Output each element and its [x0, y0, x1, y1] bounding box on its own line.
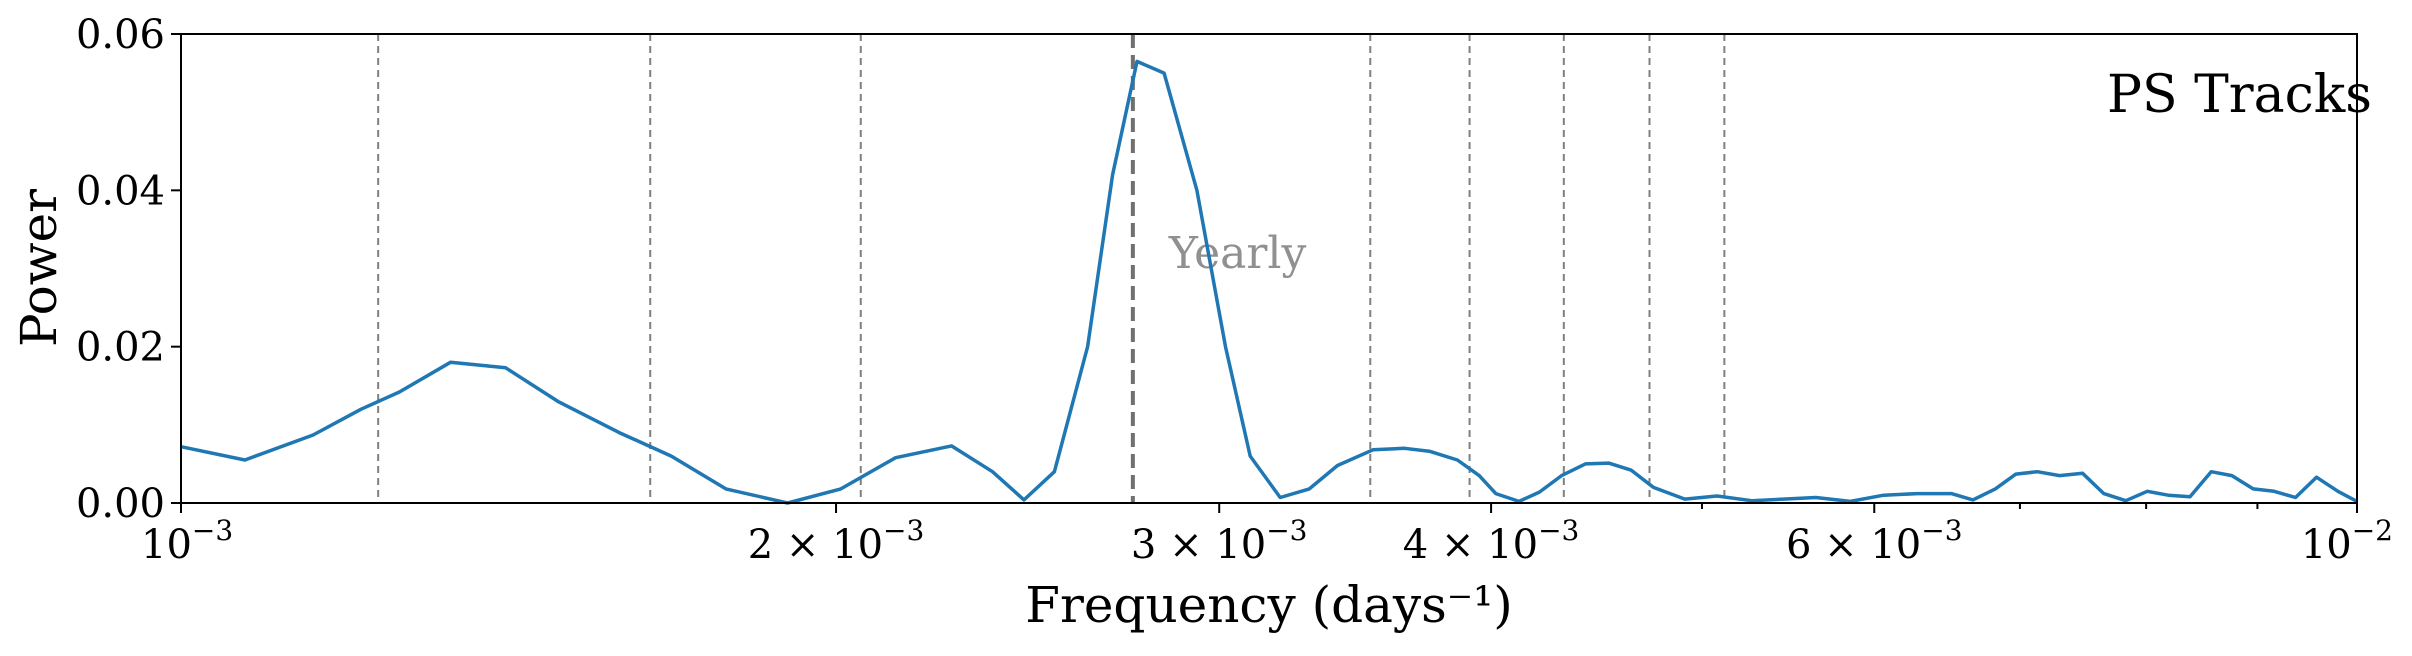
x-axis-title: Frequency (days⁻¹): [1025, 576, 1513, 634]
reference-line-label-yearly: Yearly: [1168, 228, 1307, 279]
x-tick-label: 4 × 10−3: [1403, 514, 1580, 568]
x-tick-label: 6 × 10−3: [1786, 514, 1963, 568]
y-tick-label: 0.00: [76, 481, 165, 527]
x-tick-label: 3 × 10−3: [1131, 514, 1308, 568]
plot-frame: [180, 33, 2358, 504]
x-tick-label: 10−3: [141, 514, 233, 568]
power-series-line-0: [180, 59, 2358, 505]
x-tick-label: 10−2: [2301, 514, 2393, 568]
y-tick-label: 0.06: [76, 12, 165, 58]
x-tick-label: 2 × 10−3: [748, 514, 925, 568]
y-axis-ticks: 0.00 0.02 0.04 0.06: [76, 12, 181, 527]
y-tick-label: 0.04: [76, 168, 165, 214]
y-axis-title: Power: [10, 189, 68, 347]
panel-label: PS Tracks: [2107, 65, 2372, 125]
y-tick-label: 0.02: [76, 325, 165, 371]
series-group: [180, 59, 2358, 505]
x-axis-ticks: 10−3 2 × 10−3 3 × 10−3 4 × 10−3 6 × 10−3 10−2: [141, 503, 2393, 568]
reference-lines: Yearly: [377, 34, 1726, 503]
